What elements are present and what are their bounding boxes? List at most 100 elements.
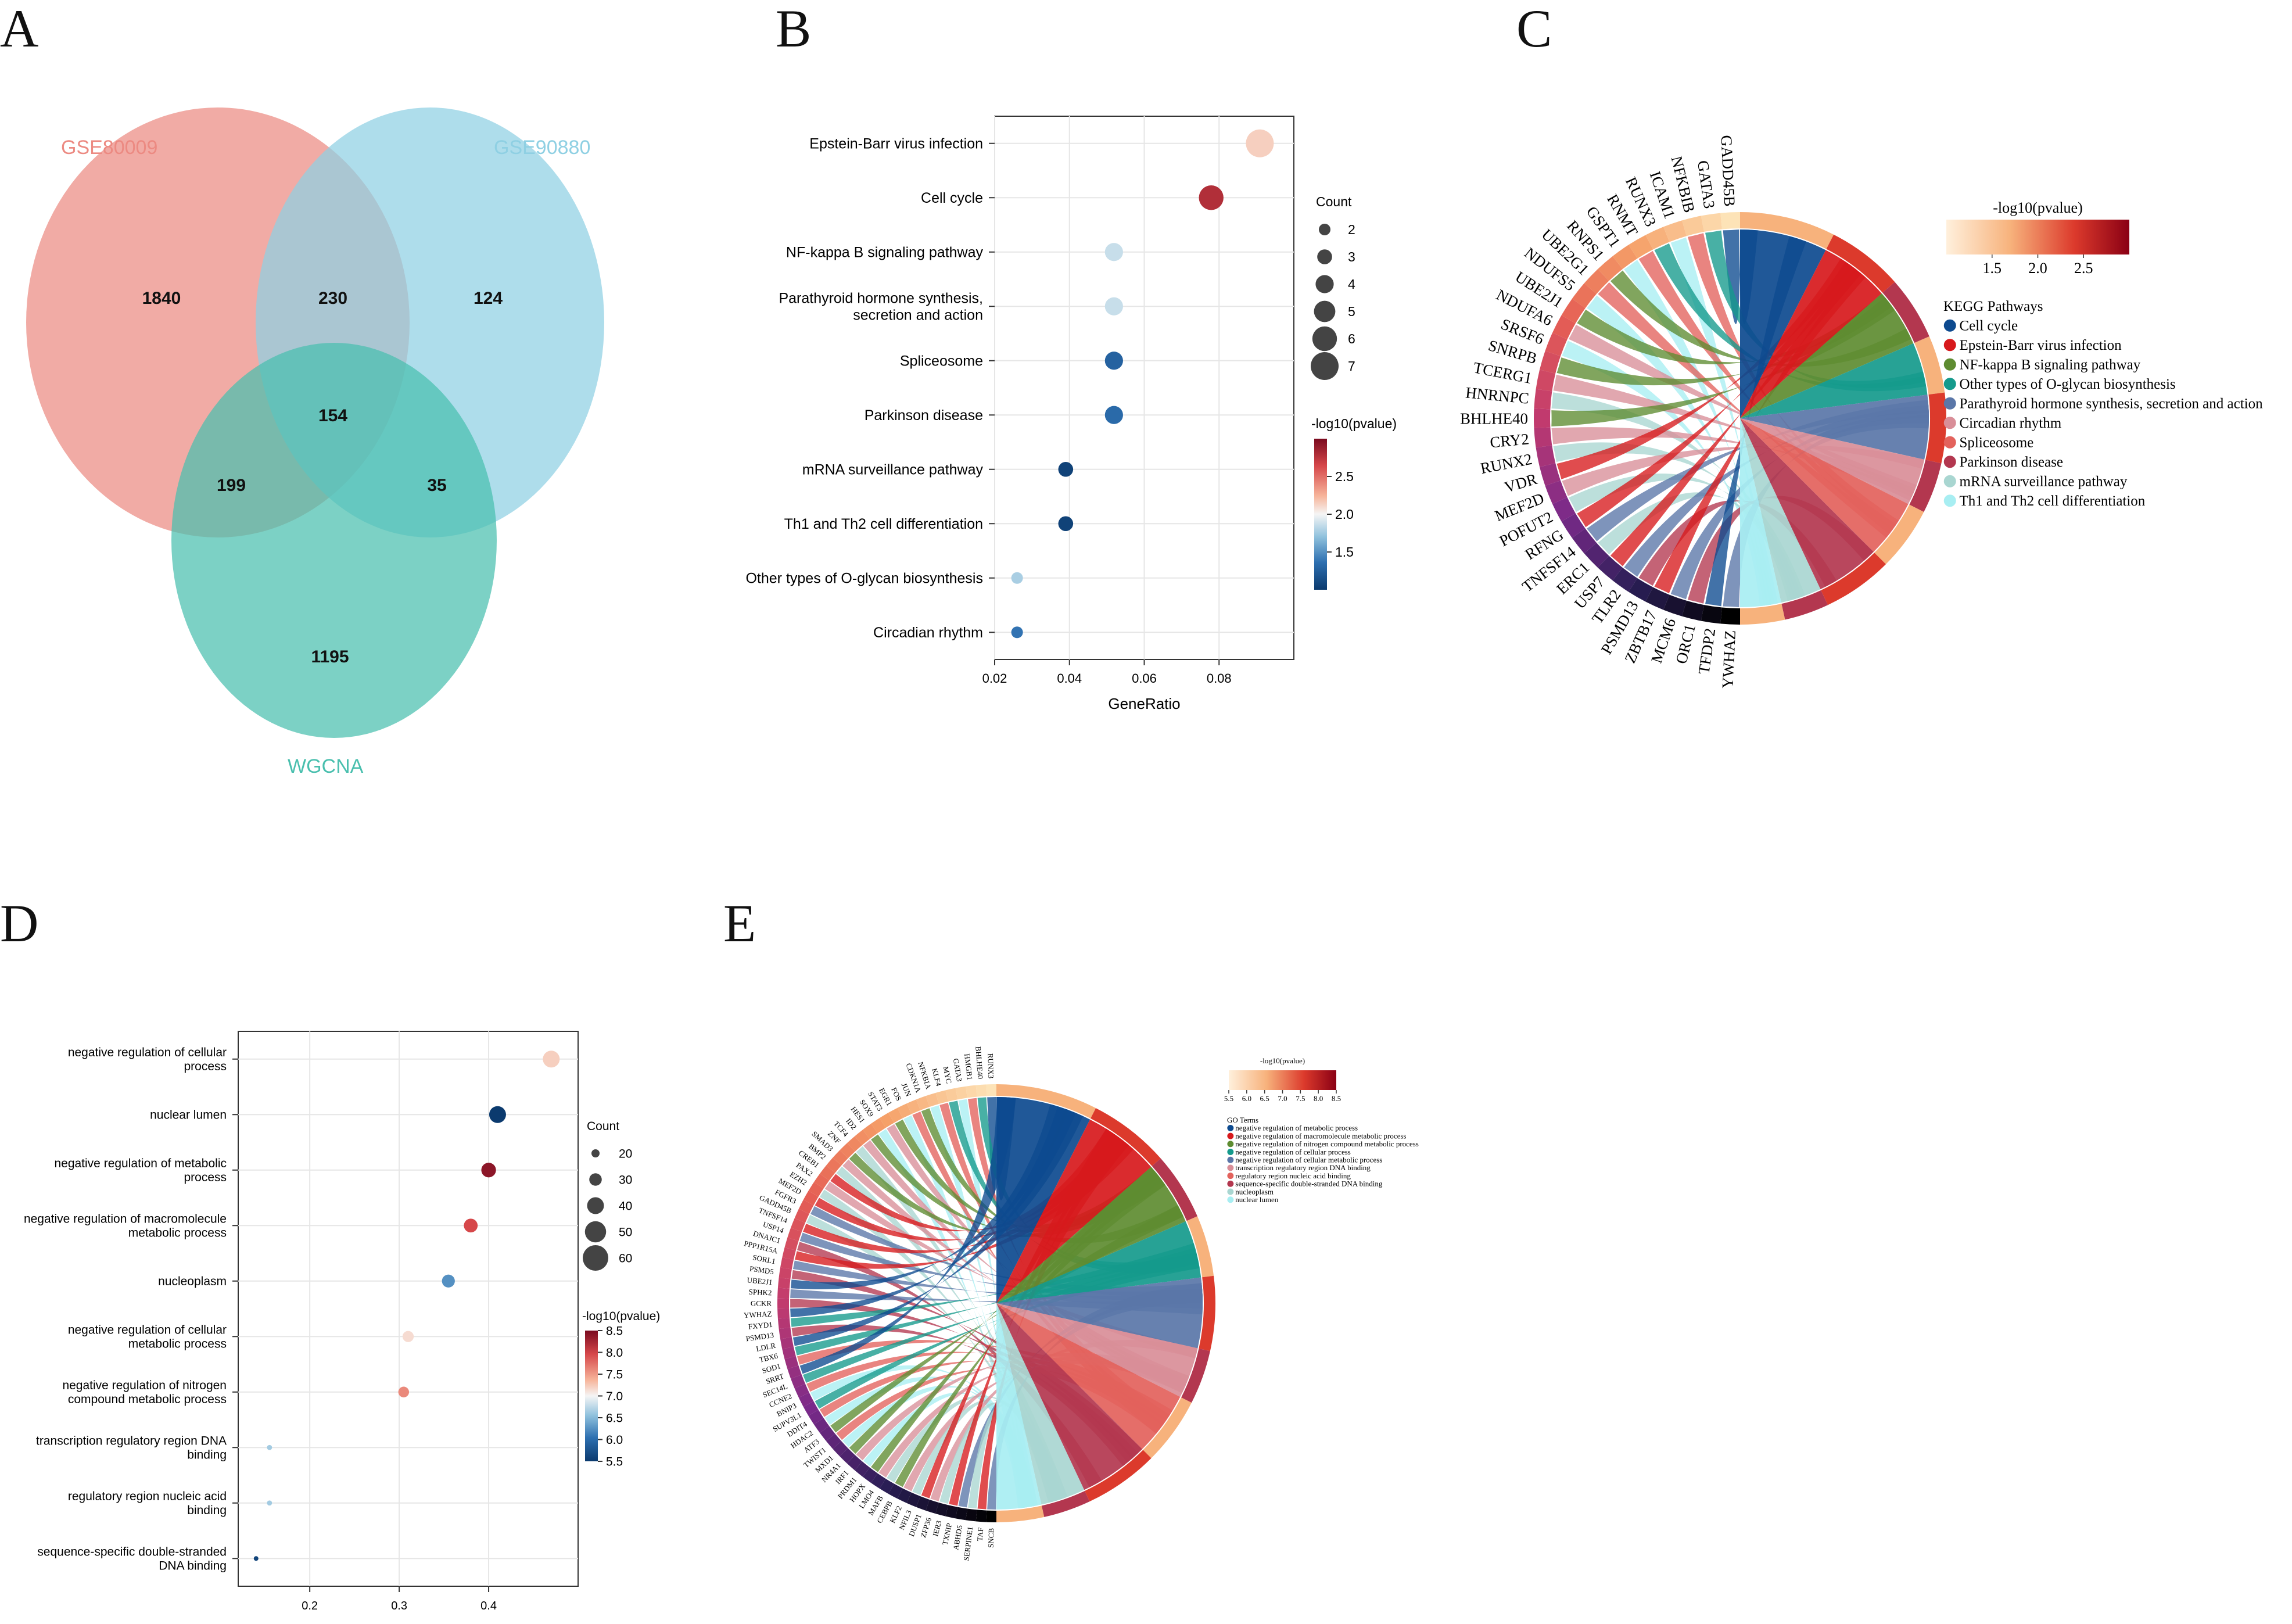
gene-arc (1598, 555, 1623, 581)
data-point (442, 1274, 455, 1288)
gene-arc (1545, 480, 1568, 504)
gene-arc (1584, 269, 1609, 294)
term-legend-swatch (1943, 494, 1956, 507)
term-legend-swatch (1943, 378, 1956, 390)
gene-arc (1720, 212, 1740, 230)
term-legend-label: Parathyroid hormone synthesis, secretion… (1960, 396, 2264, 412)
gene-arc (787, 1228, 802, 1241)
term-sector (996, 1221, 1201, 1303)
gene-arc (840, 1143, 855, 1159)
term-sector (996, 1119, 1152, 1303)
gene-label: ABHD5 (951, 1525, 964, 1551)
gene-label: PSMD13 (745, 1331, 774, 1343)
gene-arc (784, 1356, 799, 1370)
gene-label: RUNX3 (986, 1053, 995, 1079)
gene-label: SNCB (987, 1528, 996, 1548)
data-point (1104, 352, 1123, 370)
y-category-label: regulatory region nucleic acid (68, 1490, 227, 1503)
term-arc (1909, 460, 1942, 512)
data-point (267, 1444, 272, 1450)
color-legend-label: 2.5 (1335, 469, 1354, 484)
y-category-label: NF-kappa B signaling pathway (786, 245, 984, 261)
term-sector (996, 1167, 1186, 1303)
gene-label: YWHAZ (1719, 630, 1739, 689)
gene-arc (777, 1298, 790, 1308)
gene-arc (1645, 227, 1670, 250)
term-sector (996, 1303, 1042, 1510)
gene-arc (1645, 587, 1670, 610)
term-legend-swatch (1943, 339, 1956, 352)
chord-ribbon (795, 1247, 1198, 1356)
data-point (267, 1500, 272, 1506)
size-legend-label: 60 (619, 1252, 632, 1265)
gene-arc (862, 1467, 878, 1483)
gene-label: UBE2J1 (747, 1275, 773, 1286)
term-arc (1041, 1491, 1090, 1517)
gene-arc (879, 1113, 894, 1128)
gene-arc (1561, 513, 1586, 538)
data-point (1058, 461, 1074, 477)
data-point (1104, 243, 1123, 261)
term-legend-title: GO Terms (1227, 1116, 1258, 1124)
gene-arc (840, 1448, 855, 1464)
venn-count-bc: 35 (427, 476, 446, 495)
chord-ribbon (1598, 282, 1894, 538)
term-arc (1740, 212, 1834, 249)
data-point (1199, 185, 1224, 210)
gene-label: GATA3 (952, 1057, 964, 1082)
gene-arc (779, 1267, 792, 1279)
term-legend-swatch (1227, 1164, 1234, 1171)
gene-arc (833, 1441, 848, 1457)
gene-arc (966, 1085, 977, 1098)
gene-arc (826, 1157, 842, 1173)
gene-arc (986, 1510, 996, 1522)
term-legend-label: negative regulation of cellular metaboli… (1235, 1156, 1382, 1164)
size-legend-label: 30 (619, 1173, 632, 1186)
go-chord-diagram: RUNX3BHLHE40HMGB1GATA3MYCKLF4NFKBIACDKN1… (743, 1046, 1419, 1561)
gene-arc (791, 1218, 805, 1232)
x-tick-label: 0.08 (1207, 671, 1232, 686)
x-tick-label: 0.02 (982, 671, 1007, 686)
kegg-dot-plot: 0.02 0.04 0.06 0.08 GeneRatio Epstein-Barr vi… (745, 116, 1397, 712)
gene-arc (1701, 605, 1722, 624)
term-arc (1143, 1397, 1192, 1458)
term-legend-title: KEGG Pathways (1943, 299, 2043, 314)
gene-arc (777, 1318, 791, 1329)
y-category-label: process (184, 1171, 227, 1184)
gene-arc (1552, 315, 1576, 340)
size-legend-dot (1317, 249, 1332, 264)
color-legend-label: 7.0 (1278, 1094, 1287, 1103)
size-legend-dot (587, 1197, 604, 1214)
term-legend-label: Circadian rhythm (1960, 415, 2062, 431)
term-arc (1085, 1450, 1152, 1502)
gene-arc (975, 1510, 987, 1522)
gene-label: IER3 (931, 1519, 944, 1537)
size-legend-dot (1312, 326, 1337, 352)
gene-label: CRY2 (1489, 430, 1530, 451)
gene-arc (888, 1107, 903, 1123)
color-legend-title: -log10(pvalue) (582, 1310, 660, 1323)
term-legend-label: negative regulation of metabolic process (1235, 1124, 1358, 1132)
term-legend-swatch (1943, 436, 1956, 449)
term-legend-label: sequence-specific double-stranded DNA bi… (1235, 1180, 1383, 1188)
gene-arc (813, 1173, 830, 1189)
y-category-label: negative regulation of nitrogen (62, 1379, 227, 1392)
size-legend-label: 5 (1348, 304, 1355, 319)
gene-label: BHLHE40 (1460, 410, 1528, 427)
term-legend-label: Epstein-Barr virus infection (1960, 338, 2122, 353)
term-sector (1740, 343, 1928, 418)
y-category-label: Parathyroid hormone synthesis, (779, 291, 983, 307)
size-legend-dot (583, 1245, 608, 1271)
gene-arc (935, 1090, 949, 1105)
gene-arc (847, 1136, 863, 1152)
color-legend-label: 8.0 (1314, 1094, 1323, 1103)
term-legend-swatch (1227, 1173, 1234, 1180)
gene-arc (1572, 528, 1597, 554)
gene-arc (1701, 213, 1722, 232)
venn-label-wgcna: WGCNA (288, 755, 364, 777)
term-sector (1740, 418, 1781, 607)
color-legend-bar (1314, 439, 1327, 590)
color-legend-label: 1.5 (1335, 544, 1354, 560)
plot-frame (238, 1031, 579, 1587)
gene-arc (897, 1488, 912, 1503)
